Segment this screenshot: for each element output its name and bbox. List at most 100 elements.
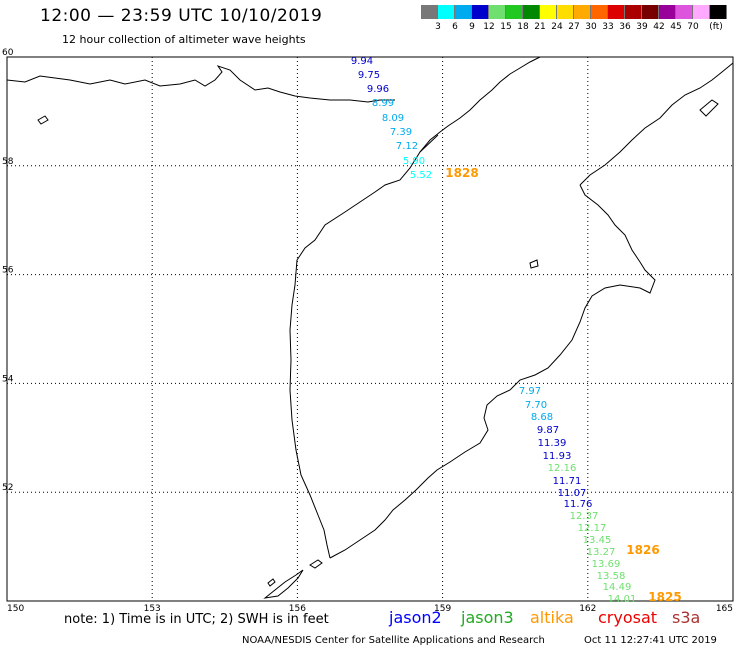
legend-swatch <box>489 5 506 19</box>
note-text: note: 1) Time is in UTC; 2) SWH is in fe… <box>64 612 329 627</box>
wave-height-value: 11.76 <box>564 499 593 510</box>
legend-swatch <box>557 5 574 19</box>
legend-swatch <box>625 5 642 19</box>
satellite-label-s3a: s3a <box>672 608 701 627</box>
longitude-label: 159 <box>434 604 451 614</box>
legend-color-bar <box>421 5 728 19</box>
legend-label: 6 <box>452 22 458 32</box>
legend-label: 36 <box>619 22 631 32</box>
legend-labels: 3 6 9 12 15 18 21 24 27 30 33 36 39 42 45 70 (ft) <box>421 22 728 34</box>
legend-label: (ft) <box>709 22 723 32</box>
legend-swatch <box>540 5 557 19</box>
small-islet-2 <box>37 115 49 125</box>
wave-height-value: 11.93 <box>543 451 572 462</box>
wave-height-value: 5.52 <box>410 170 432 181</box>
map-subtitle: 12 hour collection of altimeter wave hei… <box>62 33 306 46</box>
legend-label: 33 <box>602 22 614 32</box>
shelikhov-gulf-coast <box>419 56 541 153</box>
wave-height-value: 14.49 <box>603 582 632 593</box>
footer-timestamp: Oct 11 12:27:41 UTC 2019 <box>584 635 717 646</box>
legend-label: 18 <box>517 22 529 32</box>
legend-swatch <box>438 5 455 19</box>
legend-swatch <box>506 5 523 19</box>
legend-swatch <box>421 5 438 19</box>
legend-label: 27 <box>568 22 580 32</box>
kamchatka-west-coast <box>289 134 439 559</box>
legend-swatch <box>659 5 676 19</box>
pass-time-label: 1828 <box>445 166 478 180</box>
legend-label: 42 <box>653 22 665 32</box>
legend-swatch <box>574 5 591 19</box>
karaginsky-island <box>699 99 719 117</box>
legend-label: 24 <box>551 22 563 32</box>
wave-height-value: 12.37 <box>570 511 599 522</box>
wave-height-legend: 3 6 9 12 15 18 21 24 27 30 33 36 39 42 45 70 (ft) <box>421 5 728 35</box>
longitude-label: 165 <box>716 604 733 614</box>
wave-height-value: 13.27 <box>587 547 616 558</box>
longitude-label: 150 <box>7 604 24 614</box>
paramushir-island <box>263 569 304 599</box>
wave-height-value: 9.75 <box>358 70 380 81</box>
legend-label: 3 <box>435 22 441 32</box>
legend-swatch <box>676 5 693 19</box>
wave-height-value: 9.87 <box>537 425 559 436</box>
legend-label: 30 <box>585 22 597 32</box>
wave-height-value: 9.94 <box>351 56 373 67</box>
wave-height-value: 7.97 <box>519 386 541 397</box>
wave-height-value: 13.69 <box>592 559 621 570</box>
pass-time-label: 1825 <box>648 590 681 604</box>
shumshu-island <box>309 559 323 569</box>
small-islet-1 <box>529 259 539 269</box>
wave-height-value: 8.09 <box>382 113 404 124</box>
longitude-label: 153 <box>144 604 161 614</box>
footer-agency: NOAA/NESDIS Center for Satellite Applica… <box>242 635 545 646</box>
latitude-label: 52 <box>2 483 13 493</box>
kamchatka-east-coast-north <box>579 62 734 186</box>
wave-height-value: 11.71 <box>553 476 582 487</box>
coastline <box>6 56 734 599</box>
legend-label: 39 <box>636 22 648 32</box>
map-frame <box>6 56 734 602</box>
legend-label: 45 <box>670 22 682 32</box>
wave-height-value: 13.58 <box>597 571 626 582</box>
kuril-small-island <box>267 578 276 587</box>
latitude-label: 60 <box>2 48 14 58</box>
wave-height-tracks: 9.94 9.75 9.96 8.99 8.09 7.39 7.12 5.90 5.52 1828… <box>351 56 682 605</box>
satellite-label-cryosat: cryosat <box>598 608 658 627</box>
legend-label: 70 <box>687 22 699 32</box>
wave-height-value: 14.01 <box>608 594 637 605</box>
legend-swatch <box>693 5 710 19</box>
longitude-label: 156 <box>289 604 306 614</box>
wave-height-value: 7.39 <box>390 127 412 138</box>
lat-lon-grid <box>7 57 733 601</box>
satellite-label-jason3: jason3 <box>461 608 514 627</box>
map-title: 12:00 — 23:59 UTC 10/10/2019 <box>40 6 323 26</box>
wave-height-value: 7.12 <box>396 141 418 152</box>
latitude-label: 58 <box>2 157 14 167</box>
legend-label: 9 <box>469 22 475 32</box>
wave-height-value: 12.16 <box>548 463 577 474</box>
wave-height-value: 13.45 <box>583 535 612 546</box>
wave-height-value: 7.70 <box>525 400 547 411</box>
wave-height-value: 9.96 <box>367 84 389 95</box>
wave-height-value: 11.07 <box>558 488 587 499</box>
kamchatka-south-coast <box>329 184 656 559</box>
wave-height-value: 8.99 <box>372 98 394 109</box>
legend-swatch <box>642 5 659 19</box>
okhotsk-north-coast <box>6 65 395 103</box>
wave-height-value: 11.39 <box>538 438 567 449</box>
satellite-label-jason2: jason2 <box>389 608 442 627</box>
legend-swatch <box>523 5 540 19</box>
satellite-label-altika: altika <box>530 608 574 627</box>
wave-height-value: 12.17 <box>578 523 607 534</box>
pass-time-label: 1826 <box>626 543 659 557</box>
legend-swatch <box>591 5 608 19</box>
wave-height-value: 5.90 <box>403 156 425 167</box>
legend-swatch <box>455 5 472 19</box>
legend-swatch <box>710 5 727 19</box>
legend-label: 12 <box>483 22 495 32</box>
latitude-label: 54 <box>2 374 14 384</box>
legend-swatch <box>472 5 489 19</box>
legend-swatch <box>608 5 625 19</box>
